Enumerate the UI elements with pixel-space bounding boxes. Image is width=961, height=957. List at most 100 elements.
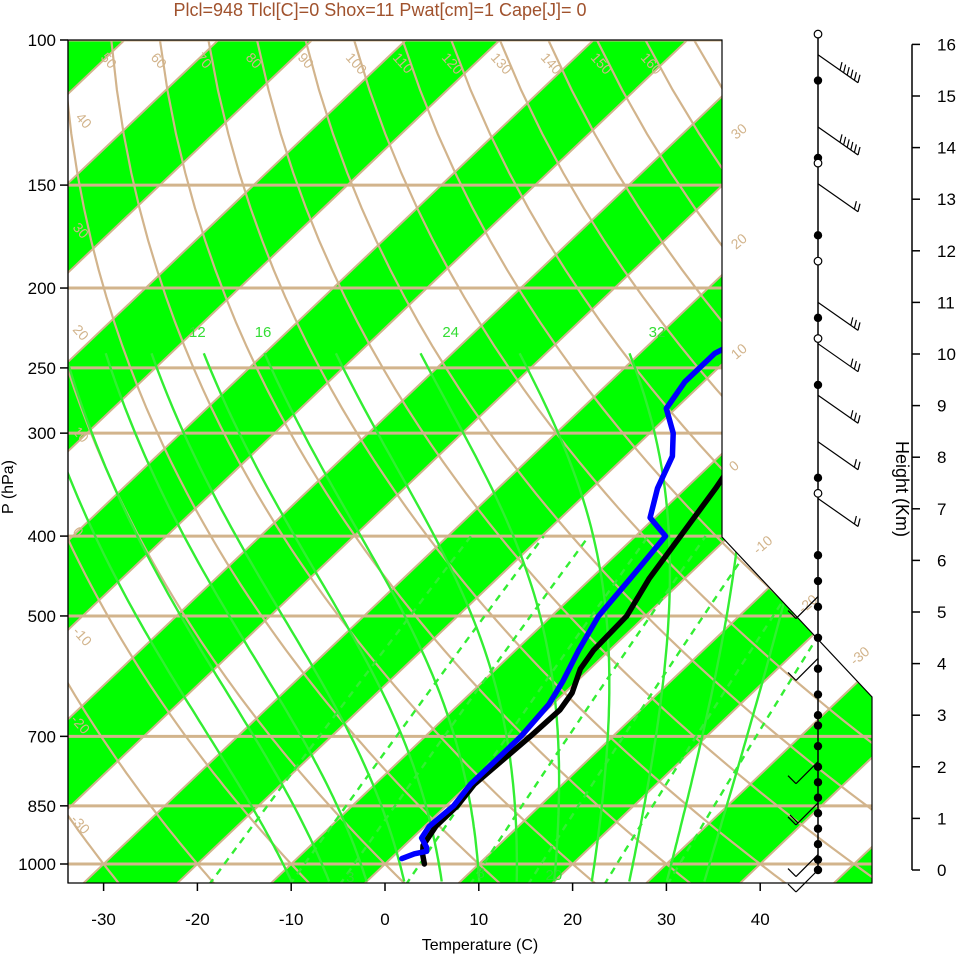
temperature-tick-label: -10 — [279, 910, 304, 929]
height-dot-filled — [813, 76, 823, 85]
dry-adiabat-label: -10 — [70, 623, 96, 649]
wind-barb-shaft — [817, 183, 859, 213]
mixing-ratio-line — [208, 535, 472, 883]
wind-barb-feather — [853, 144, 857, 153]
wind-barb-feather — [839, 134, 843, 143]
height-dot-filled — [813, 380, 823, 390]
pressure-tick-label: 700 — [28, 727, 56, 746]
pressure-tick-label: 500 — [28, 607, 56, 626]
wind-barb-feather — [853, 361, 857, 370]
isotherm-line — [68, 40, 802, 883]
pressure-tick-label: 250 — [28, 359, 56, 378]
wind-barb-feather — [843, 64, 847, 73]
height-dot-filled — [813, 824, 823, 833]
height-tick-label: 12 — [937, 242, 956, 261]
wind-barb-feather — [853, 459, 857, 468]
dry-adiabat — [110, 40, 598, 883]
dry-adiabat-label: -30 — [68, 811, 94, 837]
moist-adiabat — [68, 352, 331, 882]
moist-adiabat-label: 24 — [442, 324, 459, 341]
mixing-ratio-line — [666, 535, 872, 883]
isotherm-line — [68, 40, 333, 883]
isotherm-label: -30 — [847, 643, 873, 668]
dry-adiabat — [304, 40, 872, 883]
wind-barb-feather — [853, 412, 857, 421]
wind-barb-feather — [857, 203, 861, 212]
moist-adiabat — [518, 352, 611, 882]
temperature-tick-label: -30 — [91, 910, 116, 929]
isotherm-bands — [68, 40, 872, 883]
dry-adiabat — [68, 40, 407, 883]
height-dot-open — [813, 334, 823, 343]
height-dot-filled — [813, 473, 823, 483]
isotherm-band — [68, 40, 872, 883]
dry-adiabat — [68, 40, 217, 883]
temperature-tick-label: 10 — [469, 910, 488, 929]
mixing-ratio-line — [404, 535, 650, 883]
moist-adiabat — [334, 352, 519, 882]
height-tick-label: 9 — [937, 397, 946, 416]
isotherm-band — [68, 40, 520, 883]
wind-profile-column — [787, 29, 861, 893]
dry-adiabat — [498, 40, 872, 883]
moist-adiabat — [68, 352, 293, 882]
pressure-tick-label: 400 — [28, 527, 56, 546]
dry-adiabat-label: 100 — [343, 49, 371, 77]
pressure-tick-label: 150 — [28, 176, 56, 195]
temperature-tick-label: -20 — [185, 910, 210, 929]
wind-barb-feather — [846, 67, 850, 76]
wind-barb-feather — [853, 319, 857, 329]
height-dot-filled — [813, 690, 823, 699]
isotherm-label: 20 — [728, 230, 750, 252]
wind-barb-feather — [857, 322, 861, 331]
wind-barb-feather — [857, 363, 861, 372]
height-tick-label: 10 — [937, 345, 956, 364]
height-tick-label: 8 — [937, 448, 946, 467]
height-dot-filled — [813, 778, 823, 787]
wind-barb-shaft — [817, 394, 859, 424]
moist-adiabat-label: 16 — [255, 324, 272, 341]
height-tick-label: 13 — [937, 190, 956, 209]
wind-barb-feather — [839, 61, 843, 71]
pressure-tick-label: 200 — [28, 279, 56, 298]
height-axis-label: Height (Km) — [892, 441, 912, 537]
height-dot-filled — [813, 855, 823, 864]
dry-adiabat — [353, 40, 872, 883]
wind-barb-feather — [846, 139, 850, 148]
wind-barb-feather — [857, 461, 861, 470]
height-tick-label: 1 — [937, 809, 946, 828]
mixing-ratio-line — [603, 535, 827, 883]
height-tick-label: 16 — [937, 35, 956, 54]
height-dot-open — [813, 256, 823, 266]
pressure-axis: 100 150 200 250 300 400 500 700 850 1000 — [18, 31, 69, 883]
wind-barb-feather — [850, 69, 854, 78]
chart-title: Plcl=948 Tlcl[C]=0 Shox=11 Pwat[cm]=1 Ca… — [173, 0, 586, 20]
dry-adiabat-label: 60 — [148, 49, 170, 71]
height-dot-filled — [813, 793, 823, 802]
height-dot-filled — [813, 602, 823, 612]
moist-adiabat — [628, 352, 672, 882]
wind-barb-feather — [787, 610, 797, 619]
isotherm-line — [68, 40, 708, 883]
wind-barb-shaft — [817, 497, 859, 527]
isotherm-line — [174, 40, 872, 883]
moist-adiabat — [263, 352, 481, 882]
moist-adiabat-label: 12 — [189, 324, 206, 341]
isotherm-band — [68, 40, 707, 883]
x-axis-label: Temperature (C) — [422, 937, 538, 954]
height-dot-filled — [813, 741, 823, 751]
height-tick-label: 11 — [937, 293, 955, 312]
dry-adiabat — [68, 40, 312, 883]
mixing-ratio-line — [526, 535, 759, 883]
wind-barb-feather — [850, 358, 854, 367]
height-tick-label: 7 — [937, 500, 946, 519]
temperature-axis: -30 -20 -10 0 10 20 30 40 — [91, 883, 770, 929]
wind-barb-shaft — [817, 441, 859, 471]
height-dot-filled — [813, 809, 823, 818]
dry-adiabat — [255, 40, 872, 883]
isotherm-band — [68, 40, 332, 883]
temperature-tick-label: 30 — [657, 910, 676, 929]
moist-adiabat-label: 32 — [649, 324, 666, 341]
